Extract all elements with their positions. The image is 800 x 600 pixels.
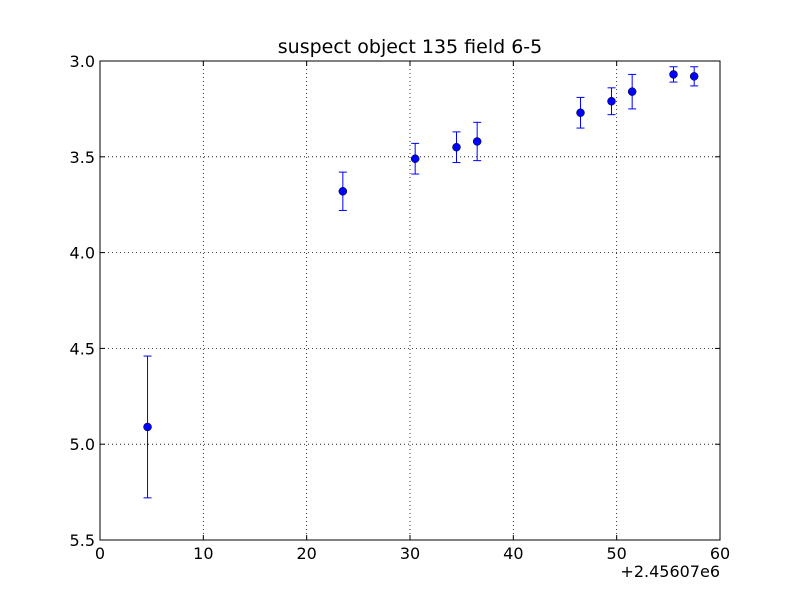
data-point	[143, 422, 152, 432]
y-tick-label: 4.5	[70, 339, 95, 358]
data-point	[669, 70, 678, 79]
y-tick-label: 4.0	[70, 244, 95, 263]
y-tick-label: 5.5	[70, 531, 95, 550]
chart-title: suspect object 135 field 6-5	[278, 36, 543, 58]
data-point	[410, 154, 420, 163]
error-bars	[143, 66, 699, 499]
x-tick-label: 10	[193, 544, 213, 563]
data-point	[607, 96, 616, 106]
x-offset-label: +2.45607e6	[620, 562, 720, 581]
data-points	[143, 70, 699, 432]
y-tick-labels: 3.0 3.5 4.0 4.5 5.0 5.5	[70, 52, 95, 550]
x-tick-labels: 0 10 20 30 40 50 60	[95, 544, 730, 563]
x-tick-label: 60	[710, 544, 730, 563]
data-point	[338, 187, 348, 196]
data-point	[627, 87, 637, 96]
x-tick-label: 30	[400, 544, 420, 563]
y-tick-label: 3.5	[70, 148, 95, 167]
x-tick-label: 40	[503, 544, 523, 563]
plot-area-frame	[99, 60, 721, 541]
data-point	[689, 72, 699, 81]
data-point	[452, 142, 461, 152]
y-tick-label: 3.0	[70, 52, 95, 71]
x-tick-label: 50	[606, 544, 626, 563]
x-tick-label: 20	[296, 544, 316, 563]
y-tick-label: 5.0	[70, 435, 95, 454]
data-point	[472, 137, 482, 146]
data-point	[576, 108, 585, 117]
x-tick-label: 0	[95, 544, 105, 563]
